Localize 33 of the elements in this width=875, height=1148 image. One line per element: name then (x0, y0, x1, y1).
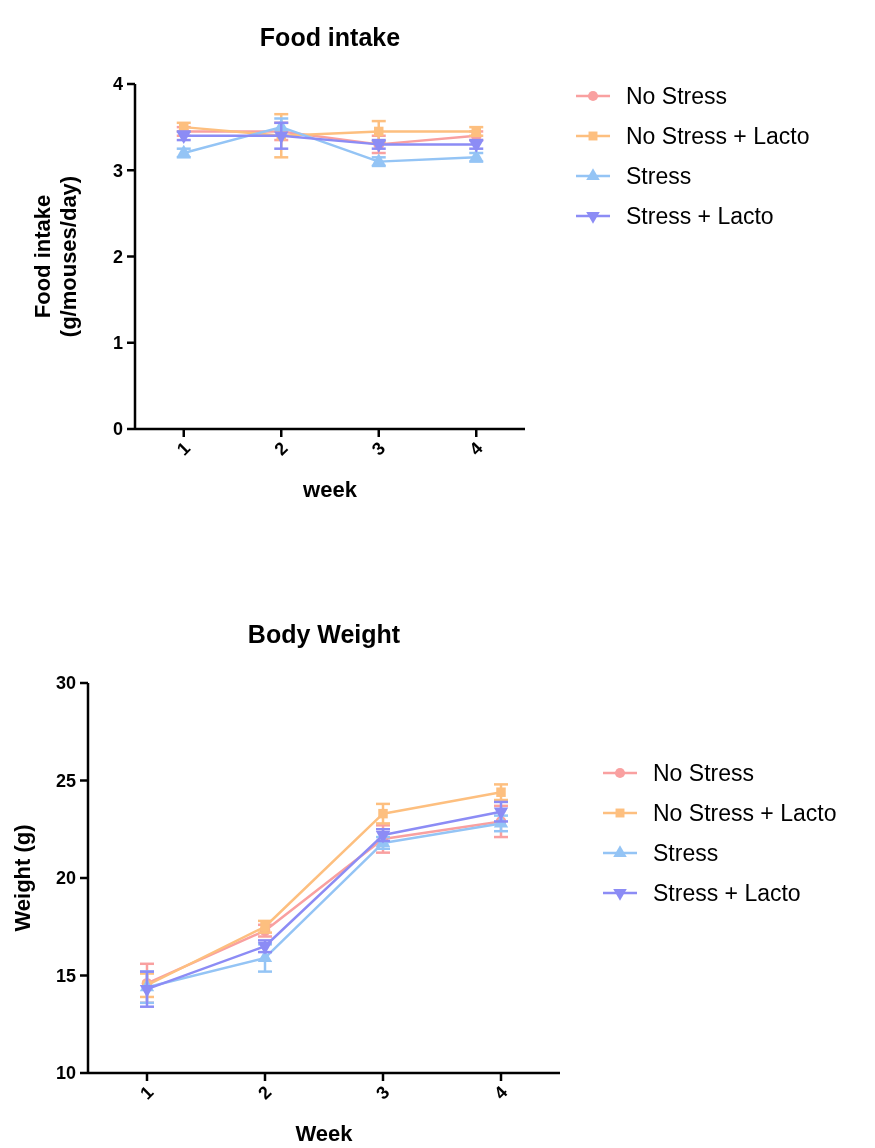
chart-title: Body Weight (247, 620, 401, 648)
legend-label: No Stress (653, 760, 754, 787)
x-tick-label: 2 (254, 1082, 276, 1104)
x-tick-label: 4 (465, 438, 487, 460)
x-tick-label: 3 (372, 1082, 394, 1104)
y-axis-title: Food intake (g/mouses/day) (30, 175, 81, 338)
x-tick-label: 4 (490, 1082, 512, 1104)
y-tick-label: 2 (112, 246, 123, 267)
y-tick-label: 30 (55, 673, 76, 694)
legend-label: Stress + Lacto (653, 880, 801, 907)
chart-title: Food intake (259, 23, 401, 51)
x-tick-label: 3 (367, 438, 390, 460)
x-tick-label: 1 (136, 1082, 158, 1104)
y-tick-label: 4 (112, 74, 123, 95)
legend-label: Stress (626, 163, 692, 190)
y-axis-title: Weight (g) (10, 824, 35, 932)
y-tick-label: 20 (55, 868, 76, 889)
x-axis-title: week (302, 477, 358, 502)
x-tick-label: 2 (270, 438, 292, 460)
point (378, 808, 388, 819)
y-tick-label: 25 (55, 770, 76, 791)
legend-label: No Stress + Lacto (653, 800, 837, 827)
y-tick-label: 1 (112, 333, 123, 354)
y-tick-label: 3 (112, 160, 123, 181)
legend-label: No Stress (626, 83, 727, 110)
y-tick-label: 0 (112, 419, 123, 440)
legend-label: Stress + Lacto (626, 203, 774, 230)
legend-label: No Stress + Lacto (626, 123, 810, 150)
x-axis-title: Week (295, 1121, 354, 1146)
y-tick-label: 10 (55, 1063, 76, 1084)
x-tick-label: 1 (172, 438, 195, 460)
y-tick-label: 15 (55, 965, 76, 986)
legend-label: Stress (653, 840, 719, 867)
